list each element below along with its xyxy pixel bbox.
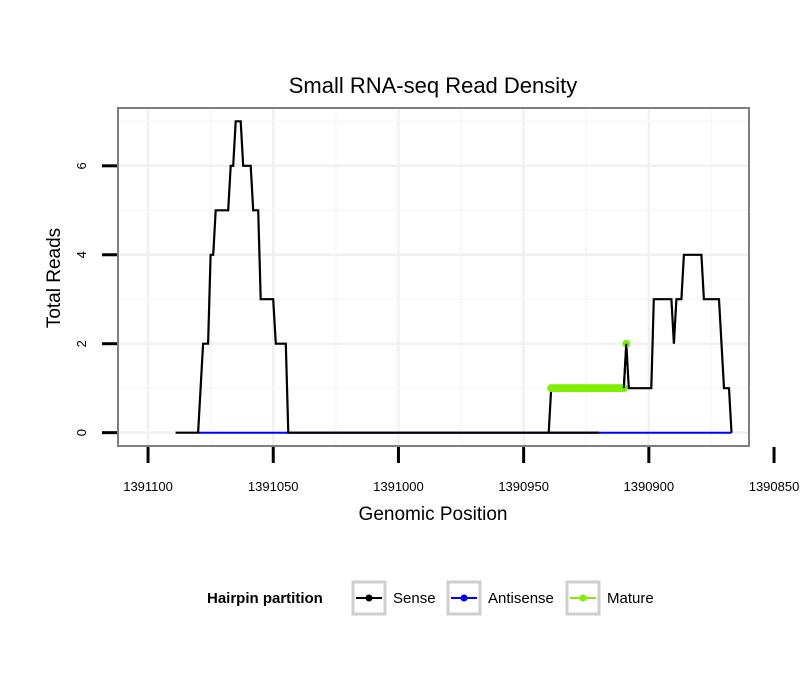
x-tick-label: 1391100 [123,479,173,494]
y-axis: 0 2 4 6 [74,162,117,436]
y-tick-label: 4 [74,251,89,258]
legend-item-sense: Sense [353,582,436,614]
legend-item-mature: Mature [567,582,654,614]
legend-label-antisense: Antisense [488,590,554,607]
y-tick-label: 2 [74,340,89,347]
legend-dot-antisense [461,595,468,602]
legend-label-sense: Sense [393,590,436,607]
legend-title: Hairpin partition [207,590,323,607]
x-tick-label: 1391050 [248,479,299,494]
legend-item-antisense: Antisense [448,582,554,614]
legend: Hairpin partition Sense Antisense Mature [207,582,654,614]
y-tick-label: 6 [74,162,89,169]
x-tick-label: 1390900 [624,479,675,494]
x-tick-label: 1391000 [373,479,424,494]
plot-panel [118,108,749,446]
x-axis-label: Genomic Position [359,504,508,525]
chart-title: Small RNA-seq Read Density [289,73,578,98]
x-tick-label: 1390950 [498,479,549,494]
y-tick-label: 0 [74,429,89,436]
x-tick-label: 1390850 [749,479,800,494]
y-axis-label: Total Reads [44,228,65,328]
legend-label-mature: Mature [607,590,654,607]
density-chart: Small RNA-seq Read Density 1391100 139105… [0,0,810,690]
legend-dot-mature [580,595,587,602]
legend-dot-sense [366,595,373,602]
x-axis: 1391100 1391050 1391000 1390950 1390900 13908… [123,447,799,494]
